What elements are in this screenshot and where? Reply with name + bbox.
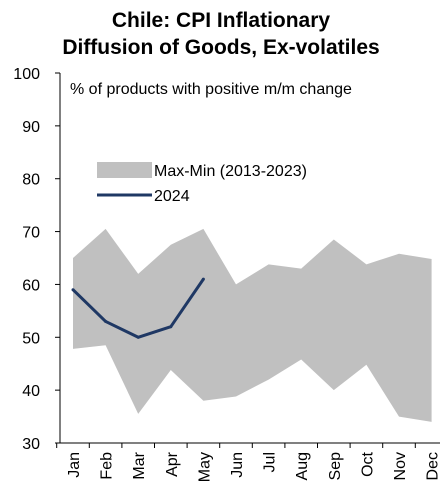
range-band-layer bbox=[73, 228, 432, 422]
x-tick-label: Oct bbox=[359, 451, 376, 476]
x-ticks: Jan Feb Mar Apr May Jun Jul Aug Sep Oct Nov Dec bbox=[56, 443, 442, 482]
legend-label-2024: 2024 bbox=[154, 188, 190, 205]
range-band-area bbox=[73, 228, 432, 422]
series-point-2024 bbox=[71, 288, 75, 292]
y-tick-label: 90 bbox=[22, 119, 40, 136]
x-tick-label: Jun bbox=[229, 452, 246, 478]
legend-swatch-band bbox=[97, 162, 152, 178]
x-tick-label: Dec bbox=[425, 452, 442, 480]
y-tick-label: 60 bbox=[22, 277, 40, 294]
x-tick-label: Jul bbox=[262, 452, 279, 472]
x-tick-label: May bbox=[196, 452, 213, 482]
y-tick-label: 30 bbox=[22, 436, 40, 453]
x-tick-label: Jan bbox=[66, 452, 83, 478]
x-tick-label: Nov bbox=[392, 452, 409, 480]
y-tick-label: 70 bbox=[22, 225, 40, 242]
y-tick-label: 100 bbox=[13, 66, 40, 83]
series-point-2024 bbox=[201, 277, 205, 281]
y-ticks: 30 40 50 60 70 80 90 100 bbox=[13, 66, 60, 453]
x-tick-label: Apr bbox=[164, 451, 181, 477]
series-line-layer bbox=[71, 277, 205, 339]
x-tick-label: Mar bbox=[131, 451, 148, 479]
series-point-2024 bbox=[169, 325, 173, 329]
x-tick-label: Sep bbox=[327, 452, 344, 481]
x-tick-label: Feb bbox=[99, 452, 116, 480]
legend: Max-Min (2013-2023) 2024 bbox=[97, 162, 307, 205]
series-point-2024 bbox=[136, 335, 140, 339]
y-tick-label: 80 bbox=[22, 172, 40, 189]
x-tick-label: Aug bbox=[294, 452, 311, 480]
legend-label-band: Max-Min (2013-2023) bbox=[154, 163, 307, 180]
series-point-2024 bbox=[104, 319, 108, 323]
y-tick-label: 50 bbox=[22, 330, 40, 347]
chart-title-line-2: Diffusion of Goods, Ex-volatiles bbox=[62, 36, 379, 59]
chart-annotation: % of products with positive m/m change bbox=[70, 81, 352, 98]
chart-title-line-1: Chile: CPI Inflationary bbox=[112, 9, 331, 32]
y-tick-label: 40 bbox=[22, 383, 40, 400]
